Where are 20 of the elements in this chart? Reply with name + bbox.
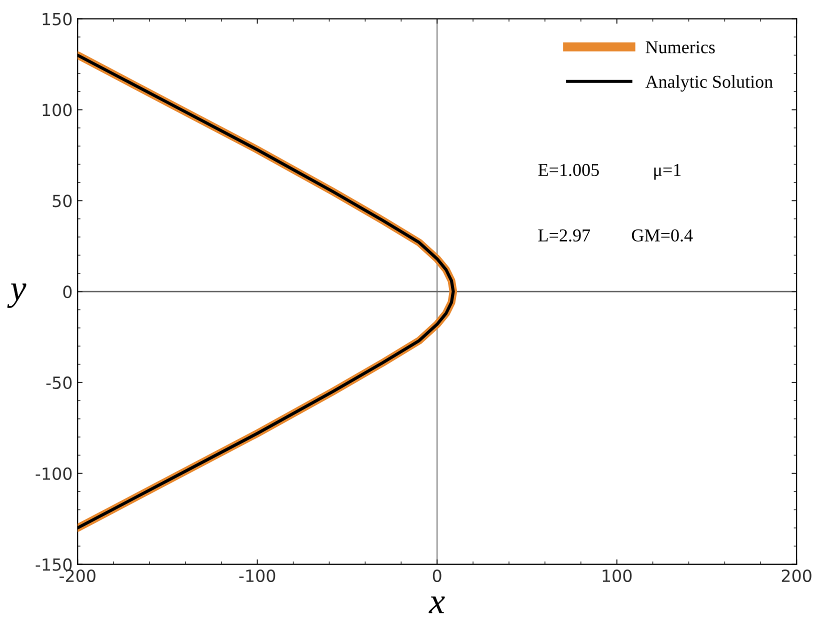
y-tick-label: -100: [36, 467, 72, 480]
x-tick-label: -200: [60, 569, 96, 582]
x-tick-label: 100: [602, 569, 632, 582]
y-axis-title: y: [7, 284, 26, 308]
y-tick-label: 50: [52, 194, 72, 208]
annotation: GM=0.4: [632, 229, 693, 242]
y-tick-label: 100: [42, 104, 72, 116]
y-tick-label: 150: [42, 12, 72, 26]
annotation: E=1.005: [538, 164, 599, 176]
x-tick-label: 200: [782, 569, 812, 582]
x-tick-label: -100: [239, 569, 276, 582]
annotation: μ=1: [654, 164, 681, 180]
y-tick-label: -50: [46, 376, 72, 390]
annotation: L=2.97: [538, 229, 590, 242]
y-tick-label: -150: [36, 558, 72, 571]
legend-label: Analytic Solution: [645, 75, 773, 92]
x-axis-title: x: [428, 596, 445, 614]
y-tick-label: 0: [63, 286, 72, 298]
x-tick-label: 0: [432, 569, 442, 582]
legend-label: Numerics: [646, 41, 715, 54]
